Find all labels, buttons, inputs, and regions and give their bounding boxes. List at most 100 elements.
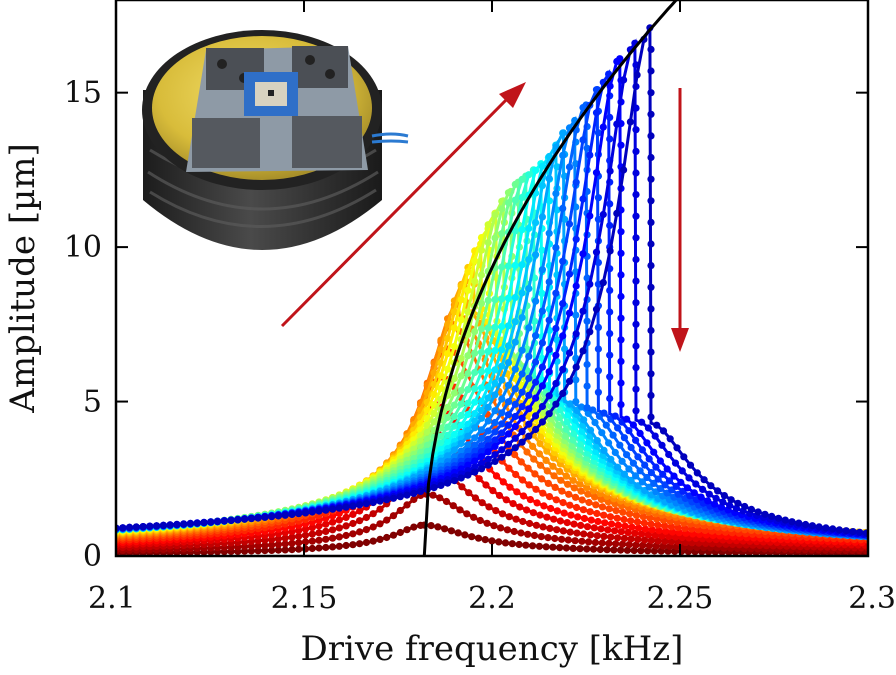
data-point bbox=[477, 434, 486, 443]
data-point bbox=[579, 307, 587, 315]
data-point bbox=[598, 429, 606, 437]
data-point bbox=[501, 539, 510, 547]
data-point bbox=[504, 440, 513, 448]
data-point bbox=[612, 507, 620, 515]
data-point bbox=[529, 509, 538, 517]
data-point bbox=[617, 336, 625, 344]
data-point bbox=[530, 455, 538, 463]
data-point bbox=[544, 534, 552, 542]
data-point bbox=[511, 196, 519, 204]
data-point bbox=[464, 461, 472, 469]
data-point bbox=[602, 421, 610, 429]
data-point bbox=[517, 458, 525, 466]
data-point bbox=[166, 521, 174, 529]
data-point bbox=[295, 539, 303, 547]
data-point bbox=[504, 359, 513, 367]
data-point bbox=[504, 421, 513, 429]
data-point bbox=[822, 524, 830, 532]
data-point bbox=[606, 308, 614, 316]
data-point bbox=[369, 498, 377, 507]
data-point bbox=[540, 502, 548, 510]
data-point bbox=[477, 406, 486, 415]
data-point bbox=[552, 379, 560, 388]
data-point bbox=[335, 533, 343, 541]
data-point bbox=[429, 491, 437, 499]
data-point bbox=[632, 234, 640, 242]
data-point bbox=[647, 67, 655, 75]
jump-down-arrow bbox=[671, 88, 689, 352]
data-point bbox=[550, 515, 558, 523]
data-point bbox=[632, 147, 640, 155]
data-point bbox=[491, 347, 499, 355]
data-point bbox=[322, 520, 330, 528]
data-point bbox=[491, 366, 499, 374]
data-point bbox=[484, 239, 492, 247]
data-point bbox=[504, 322, 513, 330]
data-point bbox=[510, 527, 518, 536]
data-point bbox=[315, 529, 323, 537]
data-point bbox=[512, 470, 520, 479]
data-point bbox=[604, 526, 612, 534]
data-point bbox=[356, 528, 364, 536]
data-point bbox=[457, 354, 465, 362]
data-point bbox=[662, 527, 670, 535]
data-point bbox=[539, 489, 547, 497]
data-point bbox=[685, 474, 693, 482]
data-point bbox=[349, 519, 357, 528]
data-point bbox=[626, 510, 634, 518]
data-point bbox=[583, 404, 591, 412]
data-point bbox=[254, 547, 262, 555]
data-point bbox=[559, 257, 567, 265]
data-point bbox=[617, 379, 625, 387]
data-point bbox=[632, 169, 640, 177]
data-point bbox=[546, 524, 554, 533]
data-point bbox=[444, 350, 452, 358]
data-point bbox=[690, 489, 698, 497]
data-point bbox=[193, 519, 201, 527]
data-point bbox=[599, 210, 607, 219]
data-point bbox=[632, 511, 641, 519]
data-point bbox=[634, 535, 642, 544]
data-point bbox=[562, 472, 571, 480]
series-layer bbox=[116, 24, 868, 556]
data-point bbox=[714, 487, 722, 495]
data-point bbox=[444, 431, 452, 439]
y-tick-label: 5 bbox=[83, 385, 102, 420]
data-point bbox=[596, 545, 604, 554]
data-point bbox=[566, 400, 574, 408]
data-point bbox=[254, 514, 262, 522]
data-point bbox=[537, 533, 545, 541]
data-point bbox=[274, 512, 282, 520]
data-point bbox=[322, 506, 330, 514]
data-point bbox=[594, 215, 603, 223]
data-point bbox=[437, 457, 445, 465]
data-point bbox=[437, 439, 445, 447]
data-point bbox=[491, 391, 499, 399]
data-point bbox=[213, 518, 222, 526]
data-point bbox=[569, 436, 577, 444]
data-point bbox=[641, 461, 649, 469]
data-point bbox=[545, 197, 554, 205]
data-point bbox=[768, 512, 776, 521]
data-point bbox=[577, 487, 585, 495]
data-point bbox=[315, 544, 323, 552]
data-point bbox=[592, 248, 601, 256]
data-point bbox=[523, 448, 531, 456]
data-point bbox=[518, 428, 526, 436]
data-point bbox=[356, 540, 364, 548]
data-point bbox=[632, 126, 640, 134]
data-point bbox=[617, 249, 625, 257]
data-point bbox=[504, 411, 513, 419]
data-point bbox=[620, 76, 628, 84]
data-point bbox=[536, 440, 544, 448]
data-point bbox=[531, 470, 539, 478]
data-point bbox=[471, 385, 479, 393]
data-point bbox=[518, 476, 527, 484]
series-points bbox=[116, 24, 868, 537]
data-point bbox=[592, 169, 601, 177]
data-point bbox=[389, 512, 398, 520]
data-point bbox=[553, 507, 562, 515]
data-point bbox=[605, 439, 613, 447]
data-point bbox=[549, 543, 557, 551]
data-point bbox=[631, 529, 639, 537]
